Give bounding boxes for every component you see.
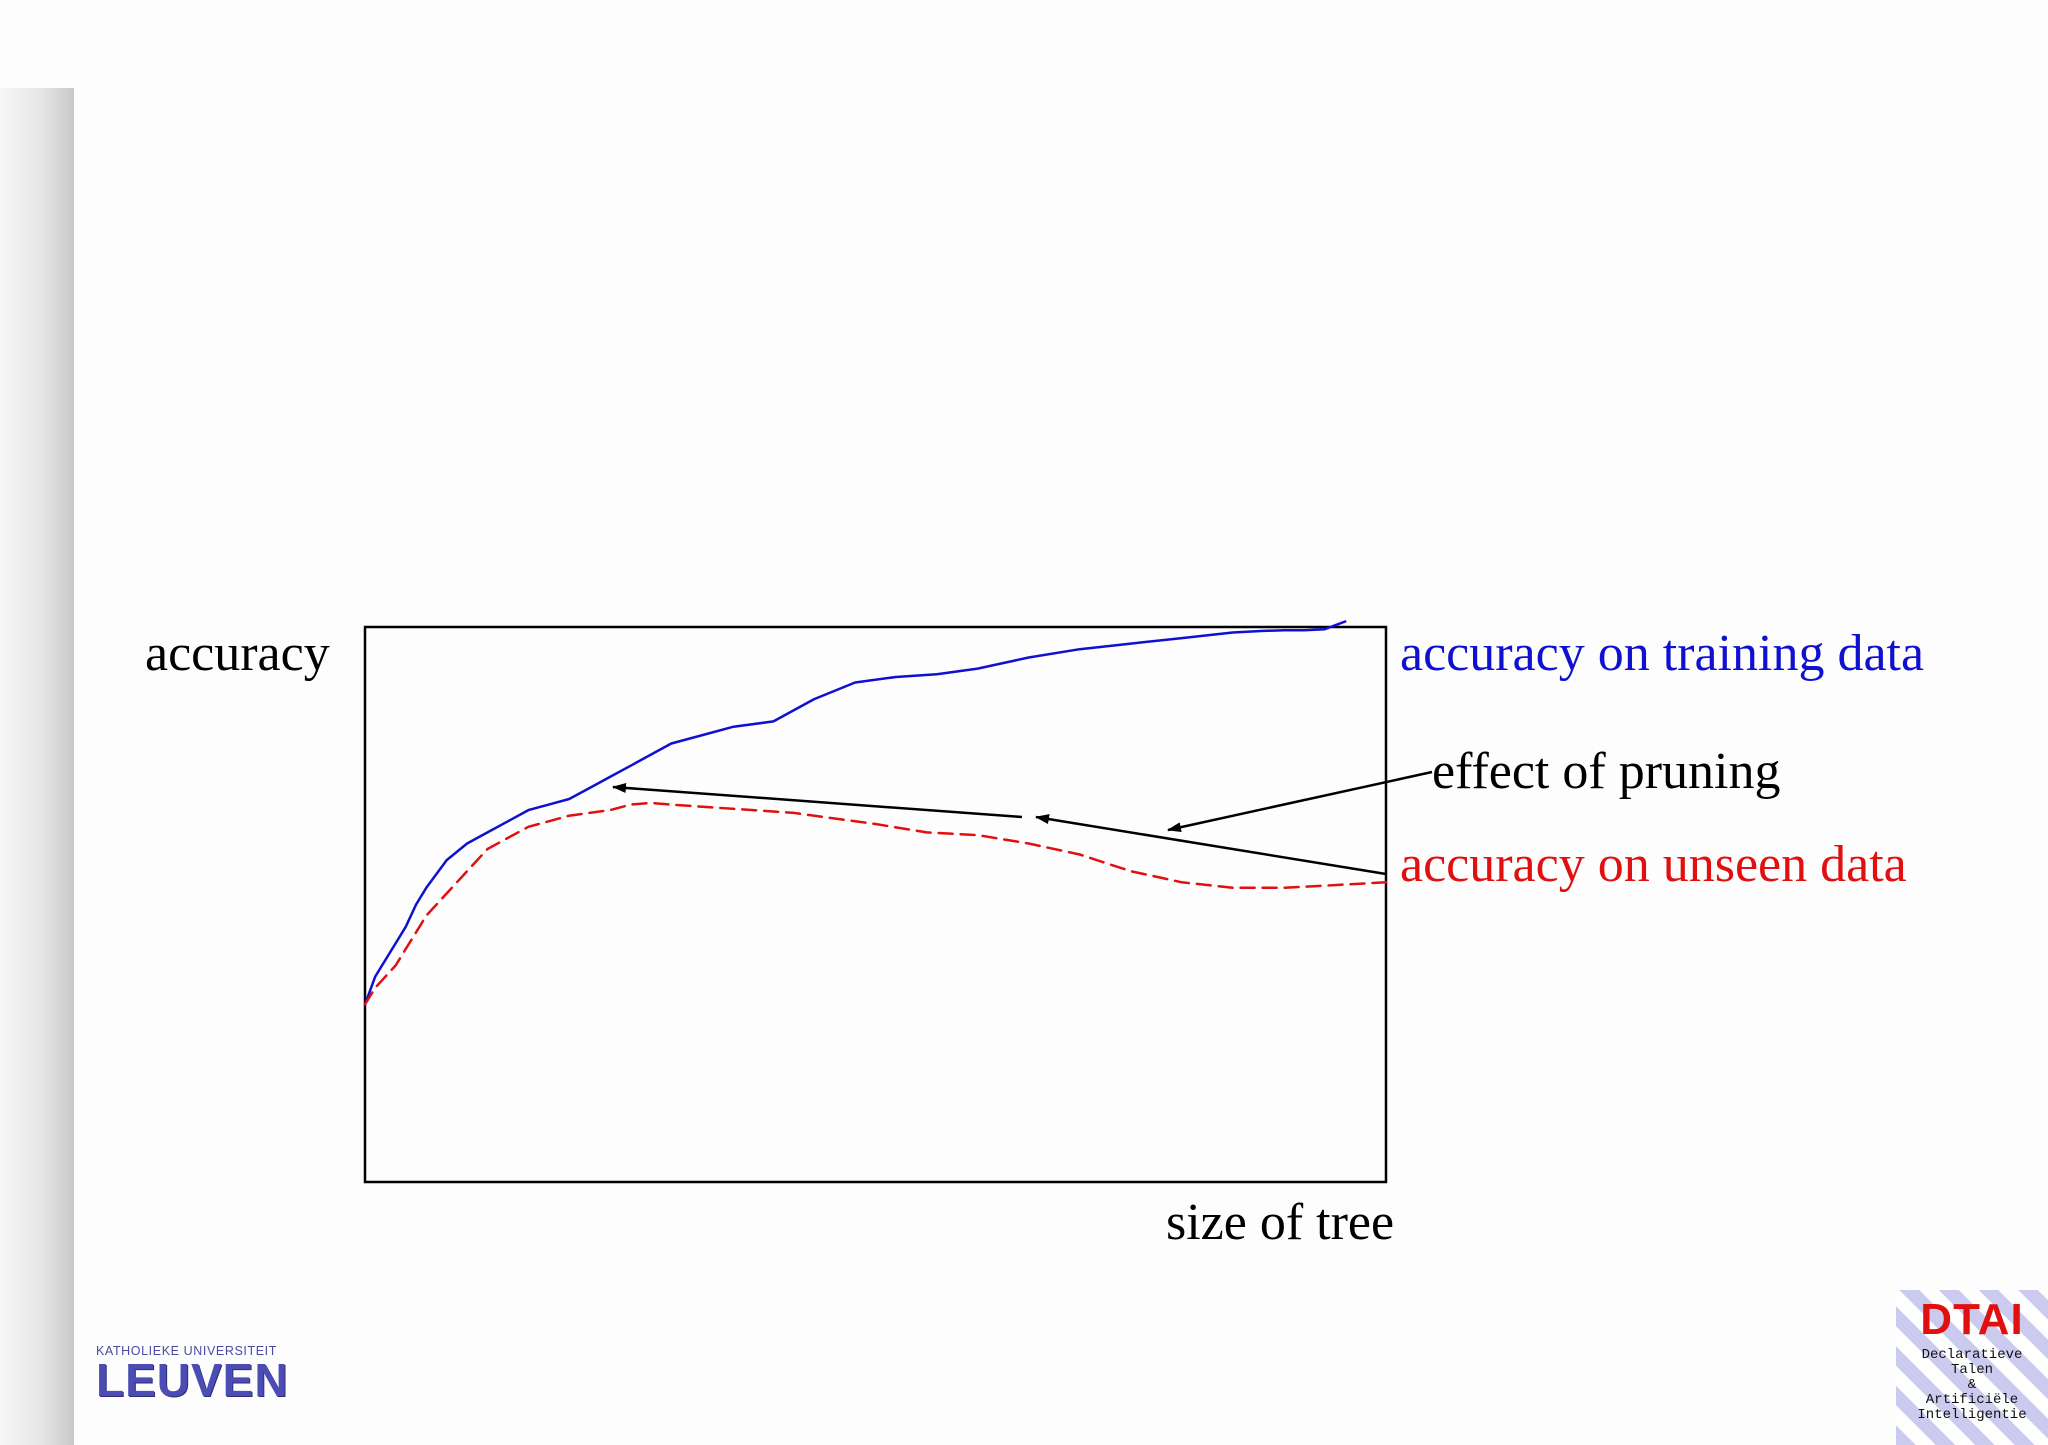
dtai-logo-line: Artificiële xyxy=(1925,1392,2019,1408)
dtai-logo-line: Intelligentie xyxy=(1917,1407,2027,1423)
pruning-arrow-1 xyxy=(612,782,1023,819)
unseen-data-label: accuracy on unseen data xyxy=(1400,836,1907,893)
effect-of-pruning-label: effect of pruning xyxy=(1432,743,1781,800)
plot-frame xyxy=(363,625,1388,1184)
dtai-logo-line: Talen xyxy=(1950,1362,1993,1378)
training-data-label: accuracy on training data xyxy=(1400,625,1925,682)
series-layer xyxy=(363,620,1388,1006)
dtai-logo-line: Declaratieve xyxy=(1921,1347,2023,1363)
annotation-layer xyxy=(612,770,1433,876)
ku-leuven-logo-top: KATHOLIEKE UNIVERSITEIT xyxy=(96,1344,277,1358)
left-decorative-bar xyxy=(0,88,74,1445)
series-line-training xyxy=(363,620,1347,1006)
dtai-logo-title: DTAI xyxy=(1920,1295,2024,1344)
series-line-unseen xyxy=(363,801,1388,1006)
y-axis-label: accuracy xyxy=(145,625,330,682)
dtai-logo-line: & xyxy=(1967,1377,1977,1393)
pruning-arrow-2 xyxy=(1035,814,1387,876)
dtai-logo-subtitle: Declaratieve Talen & Artificiële Intelli… xyxy=(1896,1348,2048,1423)
dtai-logo: DTAI Declaratieve Talen & Artificiële In… xyxy=(1896,1290,2048,1445)
ku-leuven-logo-main: LEUVEN xyxy=(96,1354,289,1406)
dtai-logo-background xyxy=(1896,1290,2048,1445)
pruning-arrow-3 xyxy=(1167,770,1433,833)
ku-leuven-logo: KATHOLIEKE UNIVERSITEIT LEUVEN xyxy=(96,1344,306,1406)
x-axis-label: size of tree xyxy=(1166,1194,1395,1251)
